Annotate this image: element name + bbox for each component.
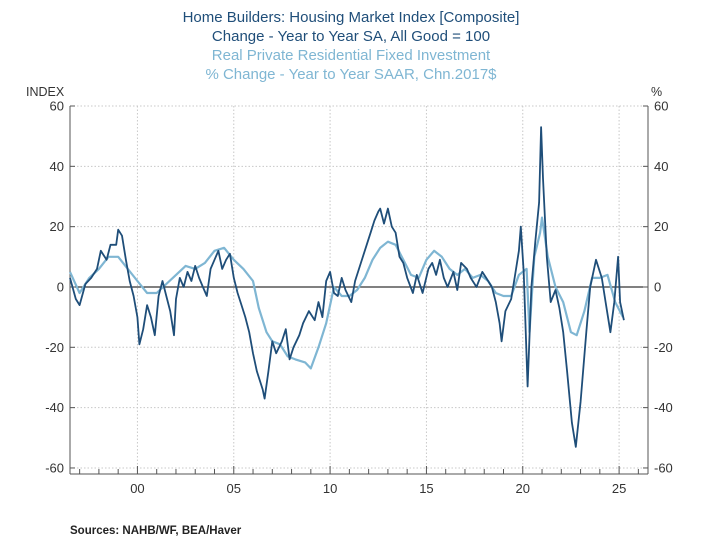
right-tick-label: 0 bbox=[654, 279, 661, 294]
right-tick-label: -20 bbox=[654, 340, 673, 355]
series-line-residential-investment bbox=[68, 216, 624, 370]
x-tick-label: 10 bbox=[323, 481, 337, 496]
right-tick-label: 40 bbox=[654, 159, 668, 174]
x-tick-label: 15 bbox=[419, 481, 433, 496]
chart-title-line-2: Change - Year to Year SA, All Good = 100 bbox=[211, 28, 491, 45]
x-tick-label: 05 bbox=[227, 481, 241, 496]
right-tick-label: 60 bbox=[654, 99, 668, 114]
left-axis-label: INDEX bbox=[26, 85, 65, 99]
left-tick-label: -20 bbox=[45, 340, 64, 355]
left-tick-label: 40 bbox=[50, 159, 64, 174]
chart-title-block: Home Builders: Housing Market Index [Com… bbox=[0, 8, 702, 84]
chart-title-line-4: % Change - Year to Year SAAR, Chn.2017$ bbox=[205, 66, 497, 83]
x-tick-label: 20 bbox=[516, 481, 530, 496]
right-axis-label: % bbox=[651, 85, 662, 99]
left-tick-label: 60 bbox=[50, 99, 64, 114]
x-tick-label: 25 bbox=[612, 481, 626, 496]
left-tick-label: -60 bbox=[45, 460, 64, 475]
chart-title-line-1: Home Builders: Housing Market Index [Com… bbox=[182, 9, 520, 26]
left-tick-label: 20 bbox=[50, 219, 64, 234]
chart-title-line-3: Real Private Residential Fixed Investmen… bbox=[211, 47, 491, 64]
right-tick-label: -40 bbox=[654, 400, 673, 415]
left-tick-label: 0 bbox=[57, 279, 64, 294]
x-tick-label: 00 bbox=[130, 481, 144, 496]
series-line-housing-market-index bbox=[69, 126, 625, 448]
right-tick-label: 20 bbox=[654, 219, 668, 234]
source-note: Sources: NAHB/WF, BEA/Haver bbox=[70, 525, 242, 537]
right-tick-label: -60 bbox=[654, 460, 673, 475]
left-tick-label: -40 bbox=[45, 400, 64, 415]
